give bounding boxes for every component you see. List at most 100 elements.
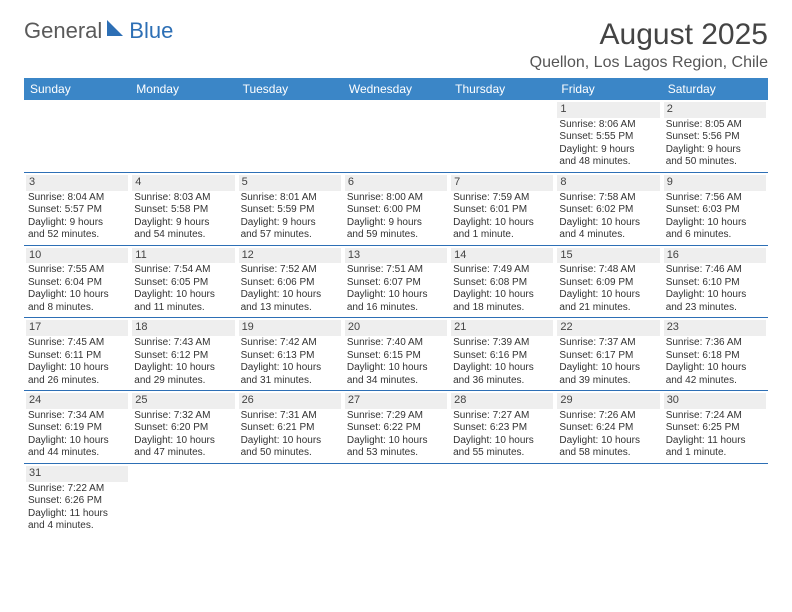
day-ss: Sunset: 5:58 PM (134, 204, 232, 217)
day-sr: Sunrise: 8:06 AM (559, 119, 657, 132)
day-d1: Daylight: 10 hours (28, 289, 126, 302)
day-d2: and 6 minutes. (666, 229, 764, 242)
day-cell: 31Sunrise: 7:22 AMSunset: 6:26 PMDayligh… (24, 464, 130, 536)
day-cell: 25Sunrise: 7:32 AMSunset: 6:20 PMDayligh… (130, 391, 236, 463)
day-sr: Sunrise: 7:49 AM (453, 264, 551, 277)
day-number: 24 (26, 393, 128, 409)
day-sr: Sunrise: 7:54 AM (134, 264, 232, 277)
day-d1: Daylight: 9 hours (666, 144, 764, 157)
day-cell: 2Sunrise: 8:05 AMSunset: 5:56 PMDaylight… (662, 100, 768, 172)
day-d2: and 31 minutes. (241, 375, 339, 388)
day-cell (662, 464, 768, 536)
day-d2: and 59 minutes. (347, 229, 445, 242)
sail-icon (105, 18, 127, 44)
day-number: 6 (345, 175, 447, 191)
day-ss: Sunset: 6:00 PM (347, 204, 445, 217)
day-number: 3 (26, 175, 128, 191)
weekday-header: Tuesday (237, 78, 343, 100)
day-ss: Sunset: 6:20 PM (134, 422, 232, 435)
day-sr: Sunrise: 7:52 AM (241, 264, 339, 277)
day-d2: and 4 minutes. (28, 520, 126, 533)
day-sr: Sunrise: 7:39 AM (453, 337, 551, 350)
logo: General Blue (24, 18, 173, 44)
day-number: 22 (557, 320, 659, 336)
day-ss: Sunset: 6:18 PM (666, 350, 764, 363)
day-d1: Daylight: 10 hours (134, 435, 232, 448)
day-ss: Sunset: 6:26 PM (28, 495, 126, 508)
day-d2: and 34 minutes. (347, 375, 445, 388)
day-cell: 12Sunrise: 7:52 AMSunset: 6:06 PMDayligh… (237, 246, 343, 318)
weekday-header: Monday (130, 78, 236, 100)
day-number: 21 (451, 320, 553, 336)
day-d2: and 50 minutes. (241, 447, 339, 460)
weekday-header: Saturday (662, 78, 768, 100)
day-d1: Daylight: 11 hours (28, 508, 126, 521)
day-sr: Sunrise: 7:45 AM (28, 337, 126, 350)
day-d2: and 57 minutes. (241, 229, 339, 242)
day-d2: and 4 minutes. (559, 229, 657, 242)
day-d1: Daylight: 10 hours (453, 217, 551, 230)
day-sr: Sunrise: 7:29 AM (347, 410, 445, 423)
title-block: August 2025 Quellon, Los Lagos Region, C… (530, 18, 768, 72)
week-row: 24Sunrise: 7:34 AMSunset: 6:19 PMDayligh… (24, 391, 768, 464)
day-number: 23 (664, 320, 766, 336)
day-ss: Sunset: 6:13 PM (241, 350, 339, 363)
day-d1: Daylight: 10 hours (453, 362, 551, 375)
day-ss: Sunset: 6:23 PM (453, 422, 551, 435)
day-d1: Daylight: 10 hours (559, 362, 657, 375)
day-ss: Sunset: 5:57 PM (28, 204, 126, 217)
day-d2: and 53 minutes. (347, 447, 445, 460)
day-cell (449, 464, 555, 536)
day-cell: 18Sunrise: 7:43 AMSunset: 6:12 PMDayligh… (130, 318, 236, 390)
weekday-header-row: Sunday Monday Tuesday Wednesday Thursday… (24, 78, 768, 100)
day-sr: Sunrise: 7:55 AM (28, 264, 126, 277)
day-d2: and 55 minutes. (453, 447, 551, 460)
logo-text-general: General (24, 18, 102, 44)
day-number: 1 (557, 102, 659, 118)
day-d1: Daylight: 10 hours (347, 362, 445, 375)
day-d1: Daylight: 10 hours (241, 362, 339, 375)
day-number: 9 (664, 175, 766, 191)
day-d1: Daylight: 9 hours (134, 217, 232, 230)
day-cell: 28Sunrise: 7:27 AMSunset: 6:23 PMDayligh… (449, 391, 555, 463)
day-d1: Daylight: 10 hours (347, 289, 445, 302)
day-number: 17 (26, 320, 128, 336)
day-cell: 1Sunrise: 8:06 AMSunset: 5:55 PMDaylight… (555, 100, 661, 172)
day-d2: and 58 minutes. (559, 447, 657, 460)
day-cell: 24Sunrise: 7:34 AMSunset: 6:19 PMDayligh… (24, 391, 130, 463)
day-ss: Sunset: 6:08 PM (453, 277, 551, 290)
day-cell: 9Sunrise: 7:56 AMSunset: 6:03 PMDaylight… (662, 173, 768, 245)
day-ss: Sunset: 5:55 PM (559, 131, 657, 144)
day-d2: and 1 minute. (666, 447, 764, 460)
day-cell: 8Sunrise: 7:58 AMSunset: 6:02 PMDaylight… (555, 173, 661, 245)
day-d2: and 18 minutes. (453, 302, 551, 315)
day-d1: Daylight: 10 hours (559, 435, 657, 448)
day-ss: Sunset: 6:01 PM (453, 204, 551, 217)
day-cell: 23Sunrise: 7:36 AMSunset: 6:18 PMDayligh… (662, 318, 768, 390)
day-d1: Daylight: 10 hours (134, 289, 232, 302)
day-ss: Sunset: 6:04 PM (28, 277, 126, 290)
day-cell (24, 100, 130, 172)
day-cell: 16Sunrise: 7:46 AMSunset: 6:10 PMDayligh… (662, 246, 768, 318)
day-number: 11 (132, 248, 234, 264)
day-d2: and 16 minutes. (347, 302, 445, 315)
week-row: 1Sunrise: 8:06 AMSunset: 5:55 PMDaylight… (24, 100, 768, 173)
day-d2: and 50 minutes. (666, 156, 764, 169)
day-cell: 27Sunrise: 7:29 AMSunset: 6:22 PMDayligh… (343, 391, 449, 463)
logo-text-blue: Blue (129, 18, 173, 44)
day-number: 16 (664, 248, 766, 264)
day-cell: 29Sunrise: 7:26 AMSunset: 6:24 PMDayligh… (555, 391, 661, 463)
day-cell: 5Sunrise: 8:01 AMSunset: 5:59 PMDaylight… (237, 173, 343, 245)
month-title: August 2025 (530, 18, 768, 52)
day-ss: Sunset: 6:03 PM (666, 204, 764, 217)
day-d1: Daylight: 9 hours (559, 144, 657, 157)
day-number: 30 (664, 393, 766, 409)
header: General Blue August 2025 Quellon, Los La… (24, 18, 768, 72)
day-d2: and 23 minutes. (666, 302, 764, 315)
day-cell: 15Sunrise: 7:48 AMSunset: 6:09 PMDayligh… (555, 246, 661, 318)
day-d1: Daylight: 10 hours (28, 435, 126, 448)
day-cell (130, 464, 236, 536)
day-d1: Daylight: 10 hours (666, 217, 764, 230)
day-ss: Sunset: 6:02 PM (559, 204, 657, 217)
day-cell (237, 464, 343, 536)
